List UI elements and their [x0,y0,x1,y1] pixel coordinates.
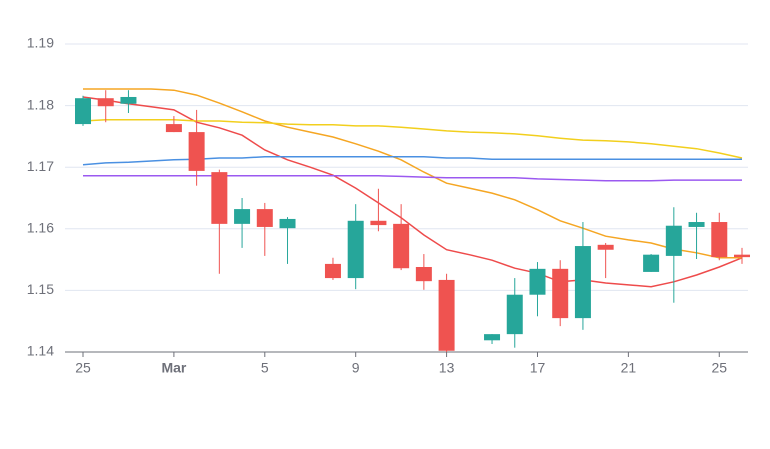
candle-body [120,96,137,104]
candle-body [597,244,614,250]
y-tick-label: 1.19 [27,35,54,51]
candle-body [75,98,91,125]
candle-body [279,218,296,229]
candle-body [529,268,546,295]
candle-body [484,334,501,341]
candle-body [711,222,728,258]
y-tick-label: 1.14 [27,343,54,359]
x-tick-label: 25 [711,360,727,376]
x-tick-label: 21 [621,360,637,376]
candle-body [734,254,750,258]
candle-body [552,268,569,319]
candle-body [188,132,205,171]
ma-line [83,88,742,259]
candle-body [665,225,682,256]
ma-line [82,119,743,159]
y-tick-label: 1.18 [27,96,54,112]
candle-body [211,172,228,224]
x-tick-label: 9 [352,360,360,376]
candle-body [574,246,591,319]
y-tick-label: 1.17 [27,158,54,174]
candle-body [415,266,432,282]
ma-line [83,175,742,182]
x-tick-label: Mar [161,360,186,376]
candle-body [165,124,182,133]
candle-body [234,209,251,224]
y-tick-label: 1.16 [27,220,54,236]
x-tick-label: 25 [75,360,91,376]
candle-body [688,222,705,227]
candle-body [256,209,273,227]
candle-body [506,294,523,335]
candle-body [324,263,341,279]
candle-body [370,220,387,226]
ma-line [82,155,742,166]
candle-body [643,254,660,272]
candle-body [393,223,410,269]
x-tick-label: 5 [261,360,269,376]
y-tick-label: 1.15 [27,281,54,297]
x-tick-label: 13 [439,360,455,376]
candle-body [438,279,455,351]
x-tick-label: 17 [530,360,546,376]
candle-body [347,220,364,279]
candle-body [97,98,114,107]
